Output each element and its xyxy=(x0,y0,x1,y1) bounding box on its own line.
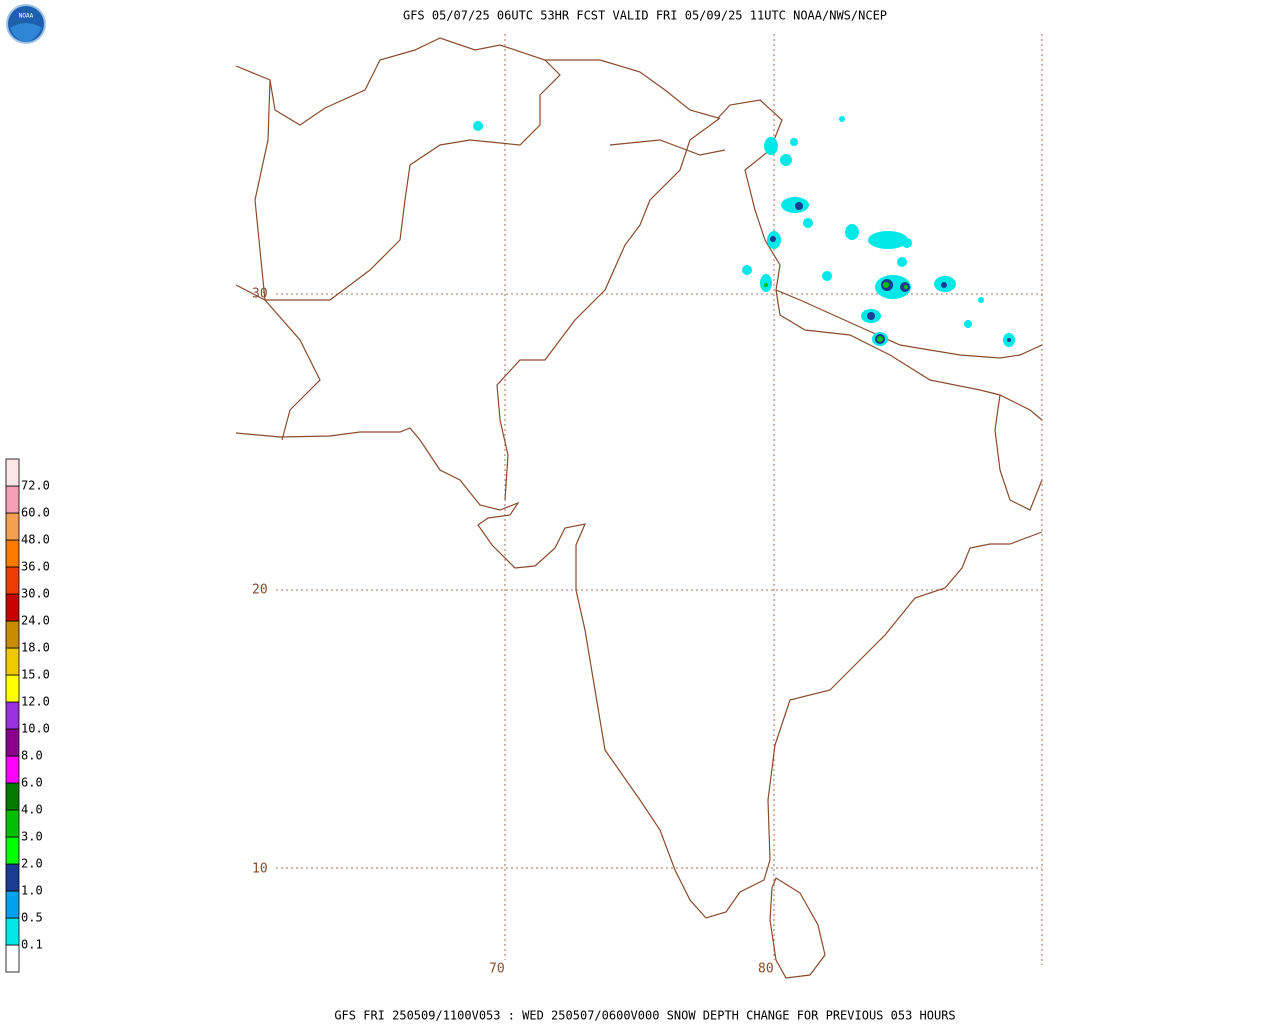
legend-swatch xyxy=(5,863,20,892)
svg-text:NOAA: NOAA xyxy=(19,13,34,20)
legend-label: 8.0 xyxy=(21,749,43,763)
legend-swatch xyxy=(5,890,20,919)
legend-label: 60.0 xyxy=(21,506,50,520)
legend-swatch xyxy=(5,836,20,865)
legend-swatch xyxy=(5,755,20,784)
legend-swatch xyxy=(5,917,20,946)
color-legend: 0.1 0.5 1.0 2.0 3.0 4.0 6.0 8.0 10.0 12.0 15.0 18.0… xyxy=(5,458,50,973)
legend-label: 0.5 xyxy=(21,911,43,925)
legend-swatch xyxy=(5,674,20,703)
map-title: GFS 05/07/25 06UTC 53HR FCST VALID FRI 0… xyxy=(403,9,887,23)
legend-swatch xyxy=(5,539,20,568)
legend-label: 36.0 xyxy=(21,560,50,574)
legend-swatch xyxy=(5,809,20,838)
legend-swatch xyxy=(5,566,20,595)
snow-areas xyxy=(473,116,1015,347)
legend-label: 0.1 xyxy=(21,938,43,952)
legend-swatch xyxy=(5,944,20,973)
legend-swatch xyxy=(5,647,20,676)
graticule xyxy=(276,34,1043,965)
legend-swatch xyxy=(5,512,20,541)
legend-swatch xyxy=(5,728,20,757)
legend-label: 10.0 xyxy=(21,722,50,736)
legend-swatch xyxy=(5,485,20,514)
legend-label: 18.0 xyxy=(21,641,50,655)
legend-label: 4.0 xyxy=(21,803,43,817)
legend-swatch xyxy=(5,593,20,622)
noaa-logo: NOAA xyxy=(6,4,46,44)
lat-label: 10 xyxy=(252,862,268,877)
legend-label: 24.0 xyxy=(21,614,50,628)
legend-label: 30.0 xyxy=(21,587,50,601)
legend-label: 6.0 xyxy=(21,776,43,790)
map-footer: GFS FRI 250509/1100V053 : WED 250507/060… xyxy=(334,1009,955,1023)
lon-label: 70 xyxy=(489,962,505,977)
legend-label: 72.0 xyxy=(21,479,50,493)
legend-label: 1.0 xyxy=(21,884,43,898)
legend-swatch xyxy=(5,620,20,649)
lon-label: 80 xyxy=(758,962,774,977)
boundaries xyxy=(235,37,1043,979)
legend-swatch xyxy=(5,701,20,730)
legend-swatch xyxy=(5,458,20,487)
lat-label: 20 xyxy=(252,583,268,598)
legend-label: 3.0 xyxy=(21,830,43,844)
legend-label: 12.0 xyxy=(21,695,50,709)
legend-label: 48.0 xyxy=(21,533,50,547)
legend-label: 2.0 xyxy=(21,857,43,871)
legend-label: 15.0 xyxy=(21,668,50,682)
legend-swatch xyxy=(5,782,20,811)
